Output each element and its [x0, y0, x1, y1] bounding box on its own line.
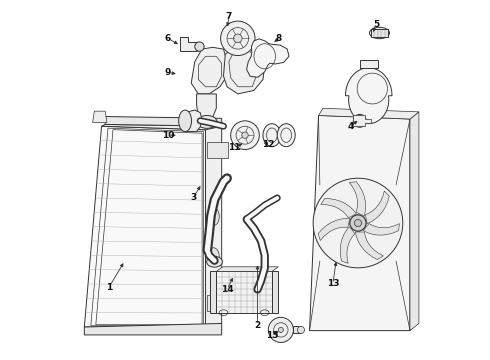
Text: 7: 7 [226, 12, 232, 21]
Text: 1: 1 [106, 283, 112, 292]
Polygon shape [294, 326, 300, 333]
Text: 14: 14 [221, 285, 233, 294]
Polygon shape [191, 47, 227, 94]
Circle shape [350, 215, 366, 231]
Polygon shape [216, 267, 278, 271]
Circle shape [195, 42, 204, 51]
Circle shape [354, 220, 362, 226]
Polygon shape [355, 232, 383, 260]
Ellipse shape [208, 248, 219, 266]
Polygon shape [84, 126, 205, 327]
Text: 5: 5 [373, 19, 379, 28]
Ellipse shape [369, 27, 390, 39]
Polygon shape [353, 116, 370, 126]
Polygon shape [196, 94, 216, 121]
Text: 6: 6 [165, 34, 171, 43]
Ellipse shape [250, 286, 266, 297]
Polygon shape [223, 44, 265, 94]
Bar [360, 60, 378, 68]
Text: 11: 11 [228, 143, 241, 152]
Ellipse shape [179, 110, 192, 132]
Circle shape [313, 178, 403, 268]
Polygon shape [349, 182, 366, 216]
Text: 8: 8 [276, 34, 282, 43]
Circle shape [242, 132, 248, 138]
Ellipse shape [207, 256, 222, 267]
Circle shape [234, 34, 242, 42]
Text: 15: 15 [266, 332, 278, 341]
Circle shape [353, 114, 366, 127]
Ellipse shape [263, 124, 281, 147]
Polygon shape [340, 226, 355, 264]
Polygon shape [105, 117, 221, 126]
Polygon shape [318, 219, 350, 240]
Polygon shape [207, 295, 228, 311]
Bar [210, 271, 216, 313]
Text: 2: 2 [254, 321, 261, 330]
Text: 12: 12 [262, 140, 274, 149]
Text: 4: 4 [347, 122, 354, 131]
Polygon shape [345, 68, 392, 123]
Circle shape [231, 121, 259, 149]
Text: 10: 10 [162, 131, 174, 140]
Text: 9: 9 [165, 68, 171, 77]
Circle shape [350, 215, 366, 231]
Polygon shape [101, 125, 221, 130]
Circle shape [269, 318, 294, 342]
Polygon shape [93, 111, 107, 123]
Bar [272, 271, 278, 313]
Ellipse shape [197, 116, 217, 129]
Text: 13: 13 [327, 279, 339, 288]
Polygon shape [205, 123, 221, 327]
Polygon shape [183, 110, 202, 132]
Polygon shape [180, 37, 196, 51]
Polygon shape [321, 198, 356, 218]
Polygon shape [364, 224, 399, 235]
Circle shape [278, 327, 283, 332]
Polygon shape [318, 108, 419, 119]
Polygon shape [310, 116, 410, 330]
Polygon shape [207, 143, 228, 158]
Polygon shape [365, 191, 389, 224]
Polygon shape [246, 39, 289, 77]
Text: 3: 3 [190, 193, 196, 202]
Polygon shape [84, 323, 221, 335]
Polygon shape [410, 112, 419, 330]
Ellipse shape [277, 124, 295, 147]
Circle shape [220, 21, 255, 55]
Bar [370, 30, 389, 37]
Ellipse shape [297, 326, 304, 333]
Bar [216, 271, 272, 313]
Ellipse shape [208, 208, 219, 226]
